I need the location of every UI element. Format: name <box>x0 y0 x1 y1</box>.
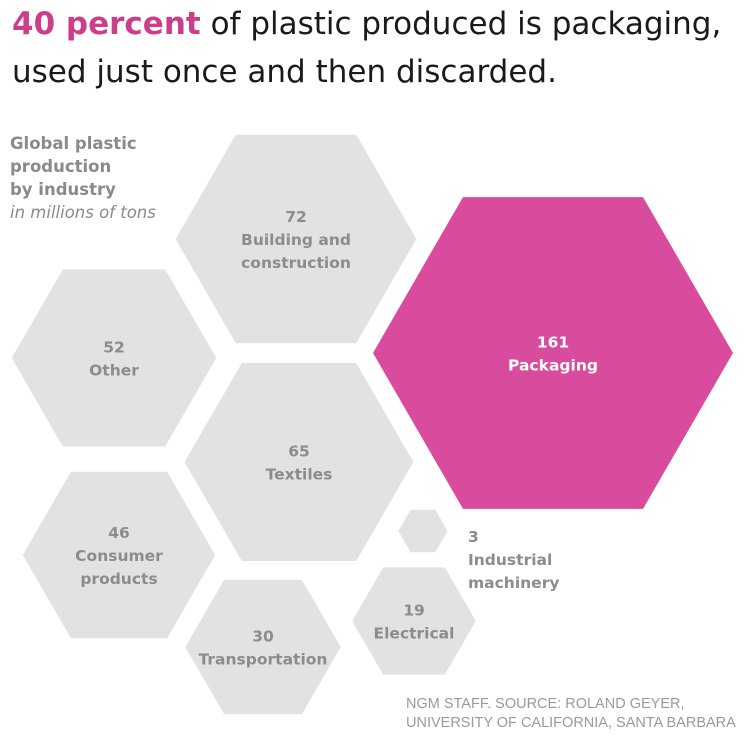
hexagon-value: 52 <box>103 339 125 357</box>
hexagon-label: Building and <box>241 231 351 249</box>
source-credit: NGM STAFF. SOURCE: ROLAND GEYER, UNIVERS… <box>406 695 751 733</box>
hexagon-shape <box>184 363 414 561</box>
hexagon-consumer-products: 46 Consumer products <box>22 471 216 639</box>
hexagon-label: Consumer <box>75 547 163 565</box>
hexagon-label: Industrial <box>468 551 552 569</box>
hexagon-label: Textiles <box>266 466 333 484</box>
hexagon-value: 65 <box>288 443 310 461</box>
hexagon-value: 30 <box>252 628 274 646</box>
hexagon-shape <box>398 509 448 553</box>
hexagon-label: Other <box>89 362 139 380</box>
hexagon-shape <box>373 197 733 509</box>
hexagon-value: 46 <box>108 524 130 542</box>
hexagon-shape <box>22 471 216 639</box>
hexagon-shape <box>175 134 417 344</box>
units-label: in millions of tons <box>10 203 156 222</box>
subtitle-line-3: by industry <box>10 180 116 199</box>
hexagon-shape <box>185 579 341 715</box>
hexagon-shape <box>352 567 476 675</box>
hexagon-label: products <box>80 570 157 588</box>
subtitle-line-2: production <box>10 157 112 176</box>
hexagon-label: Electrical <box>374 625 455 643</box>
hexagon-label: machinery <box>468 574 559 592</box>
subtitle-line-1: Global plastic <box>10 134 137 153</box>
source-line-2: UNIVERSITY OF CALIFORNIA, SANTA BARBARA <box>406 715 736 731</box>
chart-subtitle: Global plastic production by industry in… <box>10 132 210 224</box>
headline-line2: used just once and then discarded. <box>12 54 557 90</box>
hexagon-electrical: 19 Electrical <box>352 567 476 675</box>
headline-accent: 40 percent <box>12 6 201 42</box>
hexagon-value: 72 <box>285 208 307 226</box>
hexagon-value: 19 <box>403 602 425 620</box>
hexagon-value: 161 <box>537 334 569 352</box>
hexagon-value: 3 <box>468 528 479 546</box>
hexagon-transportation: 30 Transportation <box>185 579 341 715</box>
hexagon-shape <box>11 269 217 447</box>
hexagon-industrial-machinery: 3 Industrial machinery <box>398 509 559 592</box>
hexagon-label: Packaging <box>508 357 598 375</box>
hexagon-label: construction <box>241 254 351 272</box>
source-line-1: NGM STAFF. SOURCE: ROLAND GEYER, <box>406 696 685 712</box>
headline-line1: of plastic produced is packaging, <box>200 6 722 42</box>
hexagon-packaging: 161 Packaging <box>373 197 733 509</box>
hexagon-textiles: 65 Textiles <box>184 363 414 561</box>
hexagon-label: Transportation <box>199 651 328 669</box>
hexagon-building-and-construction: 72 Building and construction <box>175 134 417 344</box>
headline: 40 percent of plastic produced is packag… <box>12 0 752 96</box>
hexagon-other: 52 Other <box>11 269 217 447</box>
